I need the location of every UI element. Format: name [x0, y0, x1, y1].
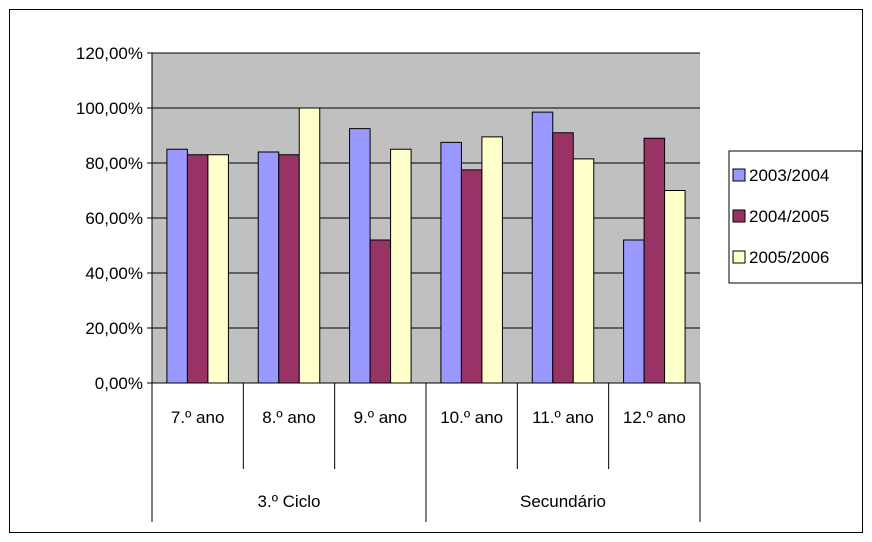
- bar: [257, 151, 280, 384]
- bar-chart: 0,00% 20,00% 40,00% 60,00% 80,00% 100,00% 120,…: [76, 44, 863, 522]
- x-tick-label: 12.º ano: [623, 408, 686, 427]
- x-tick-label: 11.º ano: [532, 408, 594, 427]
- y-tick-label: 0,00%: [95, 374, 143, 393]
- legend-box: [728, 150, 863, 284]
- bar: [460, 169, 483, 384]
- bar: [481, 136, 503, 384]
- legend-swatch: [732, 168, 746, 182]
- y-tick-label: 80,00%: [85, 154, 143, 173]
- legend-swatch: [732, 250, 746, 264]
- legend-label: 2004/2005: [749, 207, 829, 226]
- bar: [207, 154, 229, 384]
- y-tick-label: 120,00%: [76, 44, 143, 63]
- x-tick-label: 10.º ano: [440, 408, 503, 427]
- y-tick-label: 100,00%: [76, 99, 143, 118]
- x-tick-label: 8.º ano: [262, 408, 315, 427]
- bar: [390, 148, 412, 384]
- legend-label: 2005/2006: [749, 248, 829, 267]
- y-tick-label: 40,00%: [85, 264, 143, 283]
- bar: [440, 141, 462, 384]
- legend-swatch: [732, 209, 746, 223]
- y-tick-label: 20,00%: [85, 319, 143, 338]
- bar: [369, 239, 392, 384]
- bar: [664, 190, 686, 384]
- legend-label: 2003/2004: [749, 166, 829, 185]
- bar: [531, 111, 554, 384]
- bar: [623, 239, 645, 384]
- bar: [298, 107, 321, 384]
- bar: [643, 137, 666, 384]
- x-tick-label: 7.º ano: [171, 408, 224, 427]
- x-tick-label: 9.º ano: [354, 408, 407, 427]
- chart-frame: 0,00% 20,00% 40,00% 60,00% 80,00% 100,00% 120,…: [9, 9, 863, 533]
- x-group-label: Secundário: [520, 492, 606, 511]
- y-tick-label: 60,00%: [85, 209, 143, 228]
- bar: [572, 158, 595, 384]
- bar: [349, 128, 371, 384]
- bar: [552, 132, 574, 384]
- bar: [278, 154, 300, 384]
- bar: [166, 148, 188, 384]
- x-group-label: 3.º Ciclo: [258, 492, 321, 511]
- bar: [186, 154, 209, 384]
